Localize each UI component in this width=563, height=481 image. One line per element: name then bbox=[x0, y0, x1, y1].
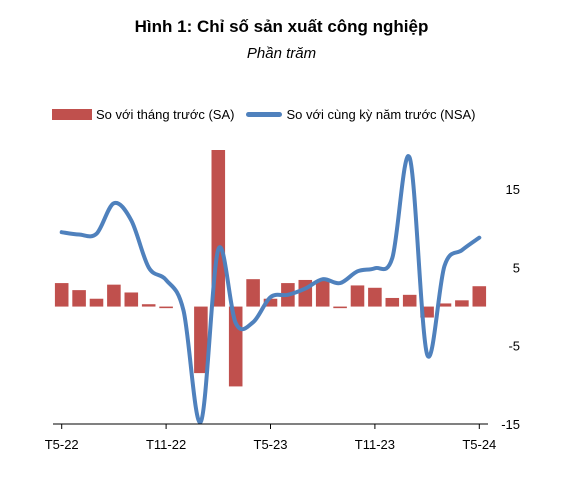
bar bbox=[437, 303, 452, 307]
x-tick-label: T11-22 bbox=[146, 437, 186, 452]
legend: So với tháng trước (SA) So với cùng kỳ n… bbox=[52, 107, 488, 122]
legend-item-line: So với cùng kỳ năm trước (NSA) bbox=[246, 107, 476, 122]
bar bbox=[89, 298, 104, 307]
bar bbox=[333, 306, 347, 309]
series-line-yoy bbox=[59, 154, 482, 425]
bar bbox=[385, 297, 400, 307]
bar bbox=[368, 287, 382, 307]
bar bbox=[350, 285, 365, 307]
y-tick-label: 15 bbox=[506, 182, 520, 197]
bar bbox=[159, 306, 173, 309]
bar bbox=[402, 294, 417, 307]
bar bbox=[194, 306, 208, 374]
legend-swatch-line bbox=[246, 112, 283, 117]
bar bbox=[124, 292, 139, 307]
x-tick-label: T11-23 bbox=[355, 437, 395, 452]
legend-swatch-bar bbox=[52, 109, 92, 120]
bar bbox=[315, 279, 330, 307]
bar bbox=[246, 279, 260, 307]
legend-label-bar: So với tháng trước (SA) bbox=[96, 107, 235, 122]
bar bbox=[72, 290, 86, 307]
bar bbox=[141, 304, 156, 307]
bar bbox=[54, 283, 69, 307]
bar bbox=[472, 286, 487, 307]
chart-title: Hình 1: Chỉ số sản xuất công nghiệp bbox=[134, 17, 429, 36]
y-tick-label: -15 bbox=[501, 417, 520, 432]
legend-label-line: So với cùng kỳ năm trước (NSA) bbox=[286, 107, 476, 122]
bar bbox=[263, 298, 278, 307]
y-tick-label: -5 bbox=[508, 339, 520, 354]
chart-subtitle: Phần trăm bbox=[246, 45, 317, 62]
x-tick-label: T5-22 bbox=[45, 437, 79, 452]
bar bbox=[420, 306, 434, 318]
bar bbox=[455, 300, 469, 307]
bar bbox=[107, 284, 121, 307]
y-tick-label: 5 bbox=[513, 260, 520, 275]
x-tick-label: T5-23 bbox=[254, 437, 288, 452]
x-tick-label: T5-24 bbox=[462, 437, 496, 452]
legend-item-bar: So với tháng trước (SA) bbox=[52, 107, 234, 122]
